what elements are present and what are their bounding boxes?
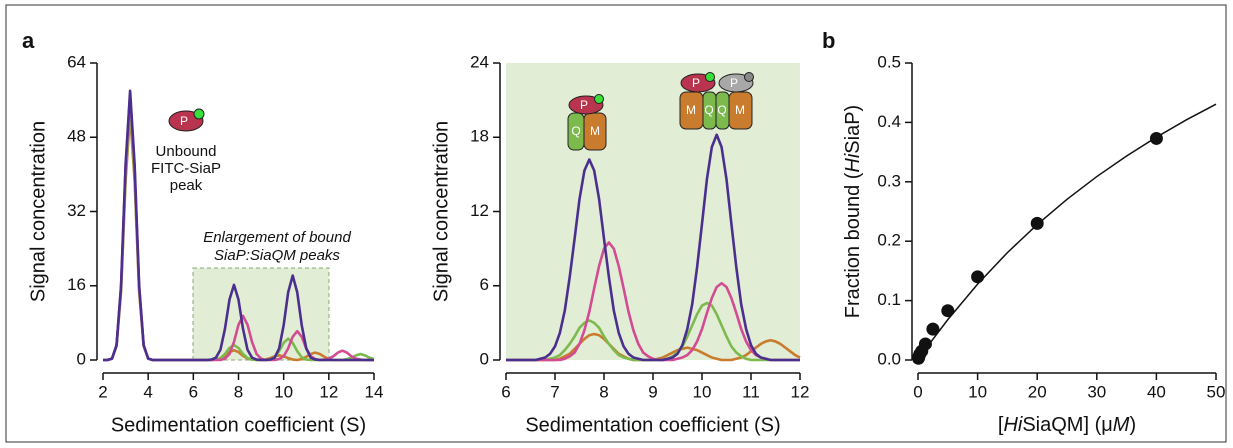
x-tick-label: 30 <box>1087 382 1106 401</box>
annotation: Enlargement of bound <box>203 229 351 246</box>
x-tick-label: 20 <box>1028 382 1047 401</box>
y-axis-title: Signal concentration <box>27 121 49 302</box>
x-axis-title: Sedimentation coefficient (S) <box>111 414 366 436</box>
x-tick-label: 4 <box>143 382 152 401</box>
x-tick-label: 10 <box>274 382 293 401</box>
icon-label: Q <box>571 124 580 138</box>
y-tick-label: 32 <box>67 201 86 220</box>
y-tick-label: 0.4 <box>877 112 901 131</box>
icon-shape <box>193 108 205 120</box>
icon-label: P <box>692 76 700 90</box>
zoom-box <box>192 267 330 361</box>
plot-background <box>506 63 800 360</box>
annotation: FITC-SiaP <box>151 160 221 177</box>
data-point <box>926 322 940 336</box>
x-tick-label: 7 <box>550 382 559 401</box>
figure-border <box>5 4 1227 443</box>
annotation: Unbound <box>156 143 217 160</box>
x-axis-title-part: SiaQM] (μ <box>1022 414 1112 436</box>
y-tick-label: 18 <box>470 127 489 146</box>
x-tick-label: 8 <box>599 382 608 401</box>
y-tick-label: 12 <box>470 201 489 220</box>
x-axis-title-part: Hi <box>1003 414 1022 436</box>
panel-label: a <box>22 28 35 53</box>
y-tick-label: 6 <box>480 275 489 294</box>
x-axis-title: [HiSiaQM] (μM) <box>998 414 1136 436</box>
x-tick-label: 0 <box>913 382 922 401</box>
x-tick-label: 8 <box>234 382 243 401</box>
y-tick-label: 0.5 <box>877 52 901 71</box>
annotation: peak <box>170 177 203 194</box>
icon-label: P <box>180 114 188 128</box>
x-axis-title-part: ) <box>1129 414 1136 436</box>
x-axis-title: Sedimentation coefficient (S) <box>525 414 780 436</box>
data-point <box>1149 131 1163 145</box>
y-axis-title-part: Hi <box>842 153 864 172</box>
icon-shape <box>744 72 754 82</box>
data-line <box>506 133 800 362</box>
protein-icons: P Q M P P M Q Q M <box>567 72 754 151</box>
icon-label: M <box>735 103 745 117</box>
y-tick-label: 0 <box>480 349 489 368</box>
x-tick-label: 2 <box>98 382 107 401</box>
y-tick-label: 0.2 <box>877 231 901 250</box>
x-tick-label: 10 <box>968 382 987 401</box>
x-tick-label: 11 <box>742 382 760 401</box>
y-tick-label: 24 <box>470 52 489 71</box>
y-tick-label: 0.0 <box>877 349 901 368</box>
x-tick-label: 12 <box>791 382 810 401</box>
x-tick-label: 50 <box>1207 382 1226 401</box>
x-tick-label: 10 <box>693 382 712 401</box>
fit-line <box>917 103 1217 361</box>
x-tick-label: 40 <box>1147 382 1166 401</box>
x-axis-title-part: M <box>1113 414 1130 436</box>
protein-icon: P <box>168 108 205 132</box>
x-tick-label: 9 <box>648 382 657 401</box>
y-tick-label: 16 <box>67 275 86 294</box>
y-tick-label: 0.1 <box>877 290 901 309</box>
y-tick-label: 64 <box>67 52 86 71</box>
data-point <box>971 270 985 284</box>
y-axis-title: Fraction bound (HiSiaP) <box>842 105 864 318</box>
data-point <box>1030 216 1044 230</box>
x-tick-label: 12 <box>319 382 338 401</box>
y-axis-title-part: SiaP) <box>842 105 864 154</box>
x-tick-label: 6 <box>189 382 198 401</box>
icon-label: Q <box>704 103 713 117</box>
icon-shape <box>705 72 715 82</box>
x-axis-title-part: [ <box>998 414 1004 436</box>
y-tick-label: 48 <box>67 127 86 146</box>
icon-label: Q <box>717 103 726 117</box>
panel-label: b <box>822 28 835 53</box>
y-tick-label: 0.3 <box>877 171 901 190</box>
y-axis-title-part: Fraction bound ( <box>842 172 864 318</box>
annotation: SiaP:SiaQM peaks <box>214 247 340 264</box>
data-point <box>941 304 955 318</box>
data-point <box>918 337 932 351</box>
y-axis-title: Signal concentration <box>430 121 452 302</box>
data-line <box>103 89 374 362</box>
icon-shape <box>594 94 604 104</box>
icon-label: M <box>686 103 696 117</box>
icon-label: P <box>580 98 588 112</box>
icon-label: M <box>590 124 600 138</box>
icon-label: P <box>730 76 738 90</box>
x-tick-label: 6 <box>501 382 510 401</box>
x-tick-label: 14 <box>365 382 384 401</box>
y-tick-label: 0 <box>77 349 86 368</box>
